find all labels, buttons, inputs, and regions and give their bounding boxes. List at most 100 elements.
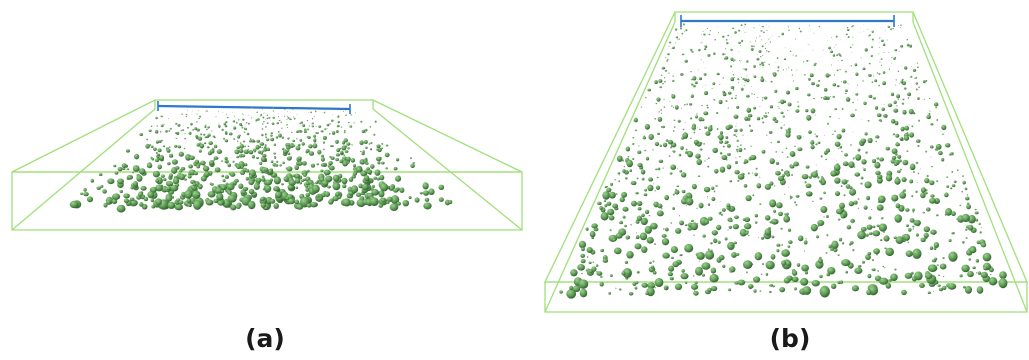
particle	[410, 164, 415, 168]
particle	[346, 142, 350, 145]
particle	[243, 187, 248, 191]
particle	[278, 113, 279, 114]
particle	[322, 181, 329, 186]
particle	[317, 180, 319, 183]
particle	[206, 129, 208, 131]
particle	[267, 122, 269, 124]
particle	[321, 130, 324, 132]
particle	[184, 138, 186, 140]
particle	[188, 204, 192, 207]
particle	[170, 182, 173, 185]
particle	[343, 138, 347, 142]
particle	[394, 167, 398, 170]
particle	[284, 109, 285, 110]
particle	[358, 194, 361, 197]
particle	[381, 143, 383, 145]
particle	[297, 114, 298, 115]
particle	[328, 161, 333, 165]
particle	[189, 132, 192, 135]
particle	[157, 164, 161, 169]
particle	[209, 160, 214, 165]
particle	[157, 125, 158, 126]
particle	[156, 141, 159, 144]
particle	[274, 143, 276, 145]
particle	[151, 198, 155, 202]
particle	[174, 145, 177, 148]
particle	[238, 183, 243, 188]
particle	[293, 117, 294, 118]
particle	[275, 164, 278, 167]
particle	[324, 170, 331, 176]
particle	[233, 161, 235, 163]
particle	[364, 140, 368, 144]
particle	[320, 170, 323, 173]
particle	[329, 123, 331, 125]
particle	[439, 197, 444, 202]
particle	[425, 198, 430, 202]
particle	[179, 152, 184, 157]
particle	[286, 119, 287, 120]
particle	[207, 126, 209, 129]
particle	[259, 162, 262, 165]
panel-a-particle-cloud	[70, 107, 453, 213]
particle	[217, 149, 222, 154]
particle	[133, 181, 138, 187]
particle	[195, 135, 198, 138]
particle	[393, 188, 399, 192]
particle	[380, 183, 388, 191]
particle	[169, 154, 173, 158]
particle	[117, 205, 126, 213]
particle	[204, 142, 207, 144]
particle	[323, 141, 325, 143]
particle	[218, 201, 224, 206]
particle	[363, 161, 365, 163]
particle	[341, 108, 342, 109]
particle	[248, 201, 256, 209]
particle	[106, 200, 111, 205]
particle	[381, 162, 385, 165]
particle	[155, 179, 159, 183]
particle	[375, 170, 381, 176]
particle	[172, 159, 178, 164]
particle	[91, 179, 94, 183]
particle	[327, 186, 331, 189]
particle	[249, 140, 252, 142]
particle	[311, 202, 317, 207]
particle	[272, 107, 274, 109]
particle	[281, 121, 282, 123]
particle	[190, 155, 192, 157]
particle	[254, 183, 260, 190]
particle	[288, 108, 289, 109]
particle	[155, 130, 158, 134]
particle	[186, 198, 191, 203]
particle	[347, 147, 350, 149]
particle	[324, 128, 326, 130]
particle	[244, 150, 249, 154]
particle	[228, 195, 237, 203]
particle	[332, 114, 333, 115]
particle	[256, 178, 262, 183]
particle	[223, 138, 225, 140]
particle	[139, 133, 143, 136]
particle	[336, 192, 340, 196]
particle	[160, 131, 161, 133]
particle	[262, 128, 264, 130]
particle	[396, 158, 399, 161]
particle	[251, 117, 252, 118]
particle	[246, 122, 248, 124]
particle	[351, 144, 353, 145]
particle	[113, 165, 116, 168]
particle	[199, 144, 204, 148]
particle	[262, 154, 266, 157]
particle	[175, 132, 177, 134]
particle	[217, 184, 220, 187]
particle	[184, 148, 186, 149]
particle	[353, 164, 356, 167]
particle	[196, 121, 198, 122]
particle	[337, 115, 339, 118]
particle	[415, 197, 420, 202]
particle	[199, 185, 203, 188]
particle	[138, 192, 143, 197]
particle	[336, 130, 339, 133]
